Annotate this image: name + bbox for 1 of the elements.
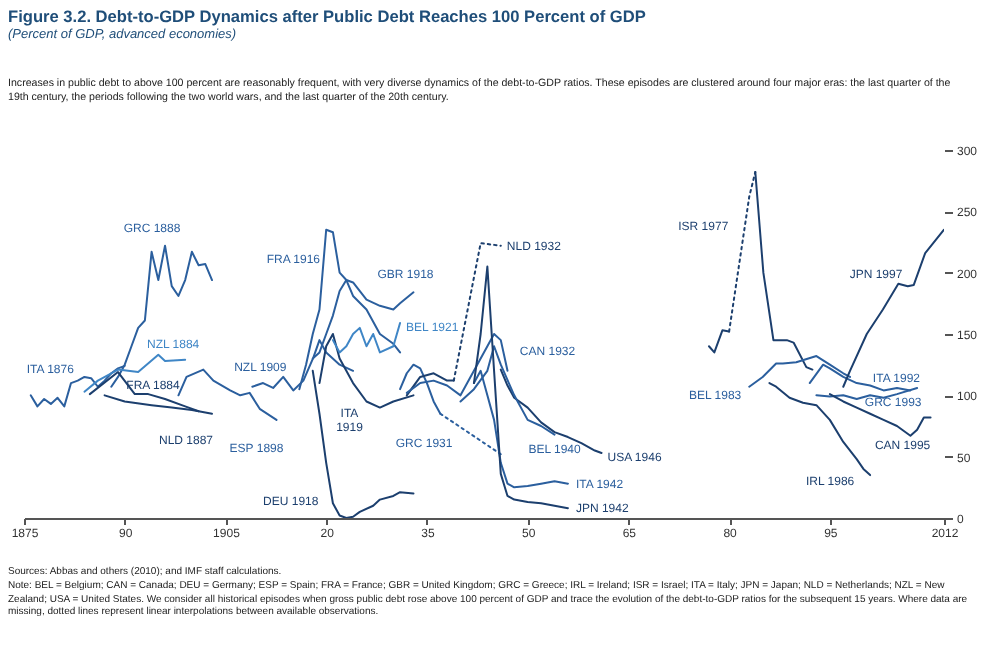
chart-title: Figure 3.2. Debt-to-GDP Dynamics after Public Debt Reaches 100 Percent of GDP — [8, 6, 648, 26]
